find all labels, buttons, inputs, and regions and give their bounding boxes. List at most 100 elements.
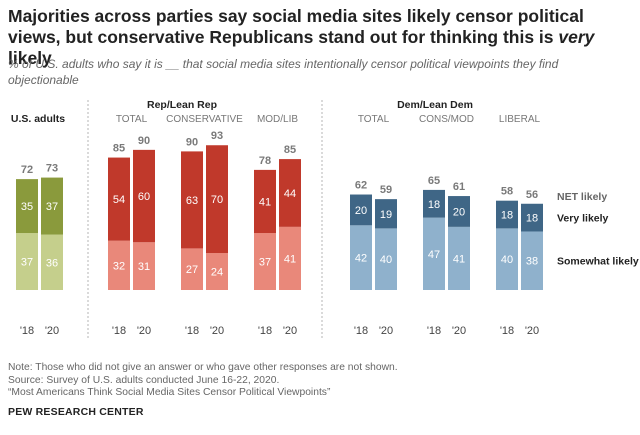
value-label-net: 78 — [259, 155, 271, 167]
value-label-very: 41 — [259, 196, 271, 208]
bar-very-likely — [16, 179, 38, 234]
year-tick-label: '20 — [210, 325, 224, 337]
bar-very-likely — [181, 151, 203, 249]
value-label-net: 59 — [380, 184, 392, 196]
value-label-somewhat: 40 — [380, 254, 392, 266]
value-label-net: 72 — [21, 164, 33, 176]
year-tick-label: '18 — [354, 325, 368, 337]
chart-title: Majorities across parties say social med… — [8, 6, 595, 68]
value-label-very: 37 — [46, 201, 58, 213]
value-label-somewhat: 37 — [21, 257, 33, 269]
value-label-net: 73 — [46, 163, 58, 175]
value-label-very: 35 — [21, 201, 33, 213]
bar-somewhat-likely — [206, 253, 228, 290]
subgroup-label: CONS/MOD — [419, 114, 474, 125]
legend-net-likely: NET likely — [557, 191, 607, 203]
bar-very-likely — [279, 159, 301, 227]
value-label-net: 62 — [355, 180, 367, 192]
source-text: Source: Survey of U.S. adults conducted … — [8, 374, 280, 386]
value-label-very: 54 — [113, 194, 125, 206]
value-label-very: 18 — [428, 199, 440, 211]
value-label-somewhat: 42 — [355, 253, 367, 265]
subgroup-label: TOTAL — [116, 114, 148, 125]
group-title: Dem/Lean Dem — [397, 99, 473, 111]
organization-credit: PEW RESEARCH CENTER — [8, 406, 144, 418]
bar-very-likely — [375, 199, 397, 229]
year-tick-label: '18 — [427, 325, 441, 337]
value-label-net: 90 — [186, 136, 198, 148]
value-label-net: 65 — [428, 175, 440, 187]
value-label-net: 93 — [211, 130, 223, 142]
value-label-net: 58 — [501, 186, 513, 198]
year-tick-label: '18 — [258, 325, 272, 337]
value-label-somewhat: 41 — [284, 253, 296, 265]
year-tick-label: '18 — [185, 325, 199, 337]
bar-somewhat-likely — [375, 228, 397, 290]
subgroup-label: CONSERVATIVE — [166, 114, 243, 125]
bar-very-likely — [108, 157, 130, 241]
bar-somewhat-likely — [108, 240, 130, 290]
value-label-very: 70 — [211, 194, 223, 206]
chart-notes: Note: Those who did not give an answer o… — [8, 362, 628, 400]
value-label-net: 61 — [453, 181, 465, 193]
bar-very-likely — [521, 203, 543, 232]
bar-very-likely — [496, 200, 518, 229]
value-label-somewhat: 27 — [186, 264, 198, 276]
group-title: Rep/Lean Rep — [147, 99, 217, 111]
bar-somewhat-likely — [16, 233, 38, 290]
bar-very-likely — [206, 145, 228, 254]
year-tick-label: '20 — [137, 325, 151, 337]
value-label-somewhat: 41 — [453, 253, 465, 265]
bar-somewhat-likely — [41, 234, 63, 290]
subgroup-label: LIBERAL — [499, 114, 541, 125]
bar-somewhat-likely — [448, 226, 470, 290]
year-tick-label: '20 — [452, 325, 466, 337]
value-label-very: 44 — [284, 188, 296, 200]
legend-somewhat-likely: Somewhat likely — [557, 256, 639, 268]
legend-very-likely: Very likely — [557, 213, 609, 225]
value-label-very: 19 — [380, 209, 392, 221]
subgroup-label: MOD/LIB — [257, 114, 298, 125]
value-label-somewhat: 38 — [526, 256, 538, 268]
bar-somewhat-likely — [496, 228, 518, 290]
bar-very-likely — [350, 194, 372, 226]
value-label-somewhat: 40 — [501, 254, 513, 266]
value-label-very: 60 — [138, 191, 150, 203]
bar-somewhat-likely — [350, 225, 372, 290]
year-tick-label: '18 — [112, 325, 126, 337]
value-label-very: 20 — [355, 205, 367, 217]
value-label-net: 56 — [526, 189, 538, 201]
year-tick-label: '20 — [379, 325, 393, 337]
group-title: U.S. adults — [11, 113, 65, 125]
report-title-text: “Most Americans Think Social Media Sites… — [8, 387, 331, 398]
value-label-very: 18 — [501, 210, 513, 222]
bar-somewhat-likely — [279, 226, 301, 290]
value-label-somewhat: 32 — [113, 260, 125, 272]
value-label-net: 85 — [113, 143, 125, 155]
value-label-somewhat: 31 — [138, 261, 150, 273]
bar-very-likely — [254, 169, 276, 234]
bar-somewhat-likely — [423, 217, 445, 290]
year-tick-label: '20 — [283, 325, 297, 337]
bar-somewhat-likely — [181, 248, 203, 290]
year-tick-label: '18 — [500, 325, 514, 337]
year-tick-label: '18 — [20, 325, 34, 337]
bar-somewhat-likely — [254, 233, 276, 290]
bar-very-likely — [448, 196, 470, 227]
bar-somewhat-likely — [521, 231, 543, 290]
bar-very-likely — [41, 177, 63, 235]
value-label-somewhat: 47 — [428, 249, 440, 261]
value-label-somewhat: 36 — [46, 257, 58, 269]
value-label-somewhat: 37 — [259, 257, 271, 269]
bar-very-likely — [423, 189, 445, 218]
bar-very-likely — [133, 149, 155, 243]
note-text: Note: Those who did not give an answer o… — [8, 362, 398, 373]
year-tick-label: '20 — [45, 325, 59, 337]
year-tick-label: '20 — [525, 325, 539, 337]
bar-somewhat-likely — [133, 242, 155, 290]
value-label-very: 20 — [453, 206, 465, 218]
value-label-very: 63 — [186, 195, 198, 207]
chart-subtitle: % of U.S. adults who say it is __ that s… — [8, 57, 559, 87]
subgroup-label: TOTAL — [358, 114, 390, 125]
